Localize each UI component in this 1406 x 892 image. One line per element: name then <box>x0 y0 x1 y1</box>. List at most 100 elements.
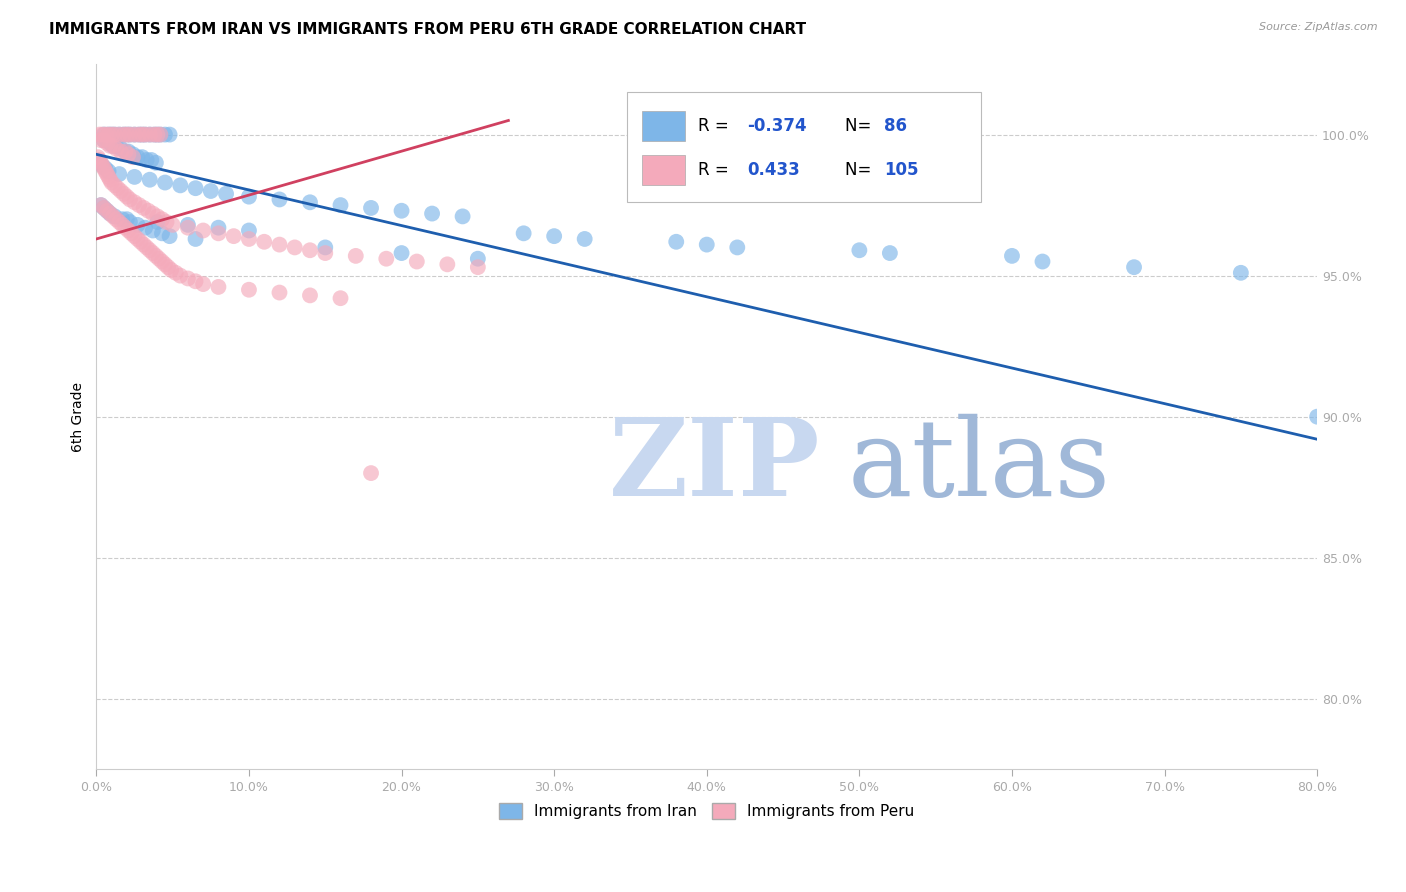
Point <box>162 218 184 232</box>
Point <box>112 186 135 201</box>
Point <box>100 128 122 142</box>
Point <box>105 212 128 227</box>
Point <box>96 203 118 218</box>
Point <box>145 156 167 170</box>
Point <box>222 229 245 244</box>
Point <box>146 215 169 229</box>
Point <box>127 150 149 164</box>
Point <box>134 220 156 235</box>
Text: ZIP: ZIP <box>609 413 821 519</box>
Point <box>169 268 191 283</box>
Point <box>117 147 139 161</box>
Point <box>139 172 162 186</box>
Point <box>143 128 166 142</box>
Point <box>314 240 336 254</box>
Point <box>110 145 132 159</box>
Text: N=: N= <box>845 161 876 179</box>
Point <box>269 237 291 252</box>
Point <box>143 128 166 142</box>
Point <box>146 128 169 142</box>
Point <box>93 201 115 215</box>
Point <box>298 288 321 302</box>
Point <box>436 257 458 271</box>
Point <box>104 178 127 193</box>
Y-axis label: 6th Grade: 6th Grade <box>72 382 86 451</box>
Point <box>96 167 118 181</box>
Point <box>135 240 157 254</box>
Point <box>543 229 565 244</box>
Point <box>238 223 260 237</box>
Point <box>128 198 150 212</box>
Point <box>108 215 131 229</box>
Point <box>177 271 200 285</box>
Point <box>96 136 118 150</box>
Point <box>110 184 132 198</box>
Point <box>93 201 115 215</box>
Point <box>131 128 153 142</box>
Point <box>97 169 120 184</box>
Point <box>94 161 117 176</box>
Point <box>93 133 115 147</box>
Point <box>848 244 870 258</box>
Point <box>111 212 134 227</box>
Point <box>177 220 200 235</box>
Point <box>574 232 596 246</box>
Text: atlas: atlas <box>848 413 1111 518</box>
Point <box>150 227 173 241</box>
Point <box>451 210 474 224</box>
Point <box>90 198 112 212</box>
Bar <box>643 112 685 141</box>
Point <box>115 189 138 203</box>
Point <box>150 254 173 268</box>
Point <box>91 159 114 173</box>
Point <box>344 249 367 263</box>
Point <box>93 133 115 147</box>
Point <box>104 128 127 142</box>
Point <box>169 178 191 193</box>
Point <box>153 176 176 190</box>
Text: Source: ZipAtlas.com: Source: ZipAtlas.com <box>1260 22 1378 32</box>
Point <box>725 240 748 254</box>
Point <box>117 223 139 237</box>
Point <box>91 128 114 142</box>
Point <box>153 128 176 142</box>
Point <box>124 195 146 210</box>
Point <box>98 136 121 150</box>
Text: R =: R = <box>699 117 734 135</box>
Point <box>101 210 124 224</box>
Point <box>391 246 413 260</box>
Point <box>122 150 145 164</box>
Point <box>98 206 121 220</box>
Point <box>93 128 115 142</box>
Point <box>98 206 121 220</box>
Point <box>117 145 139 159</box>
Point <box>1123 260 1146 275</box>
Point <box>127 218 149 232</box>
Text: N=: N= <box>845 117 876 135</box>
Point <box>193 277 215 291</box>
Point <box>129 235 152 249</box>
Point <box>118 215 141 229</box>
Point <box>97 128 120 142</box>
Point <box>101 139 124 153</box>
Point <box>360 201 382 215</box>
Point <box>146 128 169 142</box>
Point <box>101 139 124 153</box>
Point <box>148 252 170 266</box>
Point <box>118 193 141 207</box>
Point <box>142 246 165 260</box>
Point <box>131 150 153 164</box>
Point <box>132 237 155 252</box>
Point <box>97 128 120 142</box>
Point <box>298 195 321 210</box>
Point <box>184 232 207 246</box>
Point <box>93 161 115 176</box>
Point <box>107 181 129 195</box>
Point <box>1001 249 1024 263</box>
Point <box>160 263 183 277</box>
Point <box>94 164 117 178</box>
Point <box>405 254 427 268</box>
Point <box>108 167 131 181</box>
Point <box>177 218 200 232</box>
Point <box>139 128 162 142</box>
